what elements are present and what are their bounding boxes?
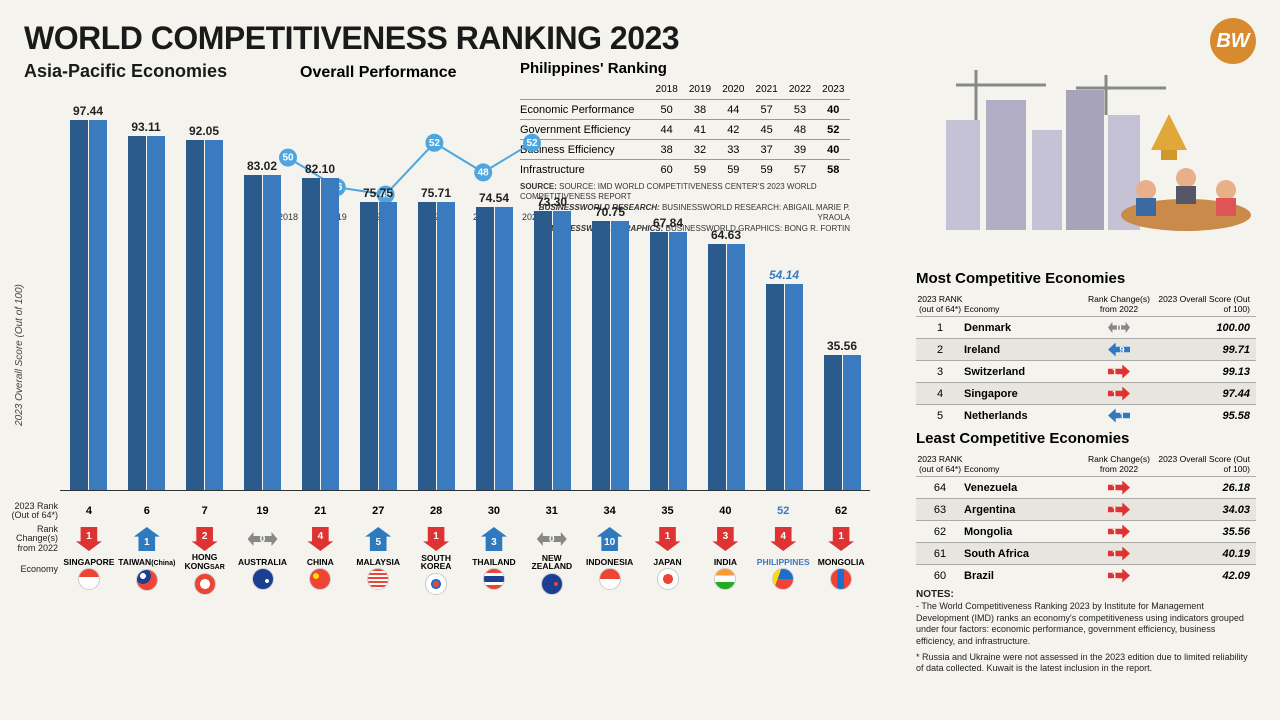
bar-india: 64.63 bbox=[698, 228, 754, 490]
bar-indonesia: 70.75 bbox=[582, 205, 638, 490]
least-competitive-table: Least Competitive Economies 2023 RANK (o… bbox=[916, 430, 1256, 586]
economy-row: Economy SINGAPORETAIWAN(China)HONG KONGS… bbox=[60, 553, 870, 595]
bar-singapore: 97.44 bbox=[60, 104, 116, 490]
bar-south korea: 75.71 bbox=[408, 186, 464, 490]
ph-table-header: 20182019 20202021 20222023 bbox=[520, 79, 850, 99]
bar-thailand: 74.54 bbox=[466, 191, 522, 490]
bar-hong kong: 92.05 bbox=[176, 124, 232, 490]
city-illustration bbox=[936, 60, 1256, 250]
bar-malaysia: 75.75 bbox=[350, 186, 406, 490]
svg-text:52: 52 bbox=[526, 138, 538, 149]
bar-japan: 67.84 bbox=[640, 216, 696, 490]
bar-china: 82.10 bbox=[292, 162, 348, 490]
page-title: WORLD COMPETITIVENESS RANKING 2023 bbox=[24, 20, 1256, 57]
bar-taiwan: 93.11 bbox=[118, 120, 174, 490]
change-row: Rank Change(s) from 2022 112045130101341 bbox=[60, 525, 870, 553]
svg-text:52: 52 bbox=[429, 138, 441, 149]
line-chart-title: Overall Performance bbox=[300, 64, 457, 82]
most-competitive-table: Most Competitive Economies 2023 RANK (ou… bbox=[916, 270, 1256, 426]
svg-text:48: 48 bbox=[478, 167, 490, 178]
bw-logo: BW bbox=[1210, 18, 1256, 64]
bar-chart: 2023 Overall Score (Out of 100) 50201846… bbox=[60, 110, 870, 600]
y-axis-label: 2023 Overall Score (Out of 100) bbox=[14, 284, 25, 426]
notes: NOTES: - The World Competitiveness Ranki… bbox=[916, 588, 1256, 675]
bar-philippines: 54.14 bbox=[756, 268, 812, 490]
rank-row: 2023 Rank (Out of 64*) 46719212728303134… bbox=[60, 497, 870, 525]
bar-mongolia: 35.56 bbox=[814, 339, 870, 490]
bar-new zealand: 73.30 bbox=[524, 195, 580, 490]
bar-australia: 83.02 bbox=[234, 159, 290, 490]
ph-table-title: Philippines' Ranking bbox=[520, 60, 850, 77]
